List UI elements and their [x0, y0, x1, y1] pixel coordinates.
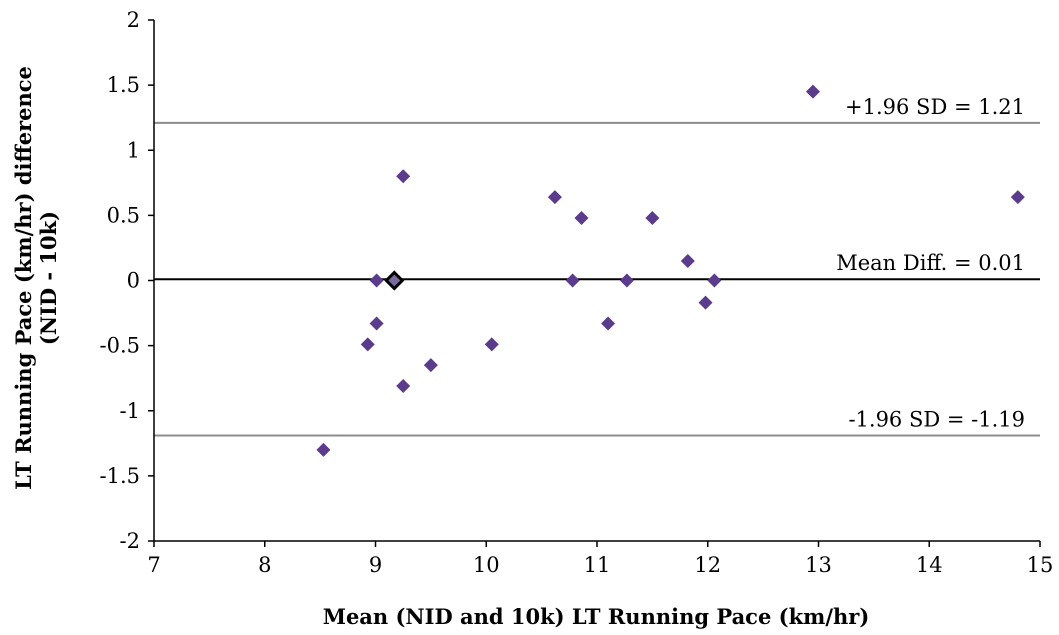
data-point-5: [396, 379, 411, 394]
data-point-16: [707, 273, 722, 288]
data-point-1: [360, 337, 375, 352]
data-point-4: [396, 169, 411, 184]
x-tick-label: 8: [258, 553, 271, 577]
y-tick-label: 1: [127, 138, 140, 162]
y-axis-title-line1: LT Running Pace (km/hr) difference: [11, 66, 36, 490]
y-tick-label: -0.5: [100, 334, 141, 358]
data-point-18: [1010, 190, 1025, 205]
data-point-10: [574, 210, 589, 225]
data-point-14: [680, 253, 695, 268]
y-tick-label: -1.5: [100, 464, 141, 488]
x-tick-label: 15: [1027, 553, 1054, 577]
x-tick-label: 12: [694, 553, 721, 577]
y-tick-label: -1: [120, 399, 140, 423]
data-point-12: [619, 273, 634, 288]
reference-line-label-2: -1.96 SD = -1.19: [848, 407, 1025, 431]
reference-line-label-1: Mean Diff. = 0.01: [836, 251, 1025, 275]
data-point-6: [423, 358, 438, 373]
x-tick-label: 7: [147, 553, 160, 577]
data-point-9: [565, 273, 580, 288]
reference-line-label-0: +1.96 SD = 1.21: [845, 95, 1025, 119]
y-tick-label: 2: [127, 8, 140, 32]
data-point-2: [369, 273, 384, 288]
y-tick-label: 0.5: [107, 203, 140, 227]
data-point-8: [547, 190, 562, 205]
y-tick-label: -2: [120, 529, 140, 553]
data-point-7: [484, 337, 499, 352]
y-axis-title: LT Running Pace (km/hr) difference (NID …: [11, 66, 61, 490]
x-tick-label: 10: [473, 553, 500, 577]
data-point-3: [369, 316, 384, 331]
data-point-17: [805, 84, 820, 99]
x-axis-title: Mean (NID and 10k) LT Running Pace (km/h…: [323, 604, 870, 629]
data-point-13: [645, 210, 660, 225]
x-tick-label: 14: [916, 553, 943, 577]
highlight-point-0: [384, 270, 405, 291]
y-tick-label: 0: [127, 269, 140, 293]
y-axis-title-line2: (NID - 10k): [36, 211, 61, 345]
x-tick-label: 9: [369, 553, 382, 577]
data-point-11: [601, 316, 616, 331]
y-tick-label: 1.5: [107, 73, 140, 97]
x-tick-label: 11: [584, 553, 611, 577]
data-point-0: [316, 442, 331, 457]
data-point-15: [698, 295, 713, 310]
x-tick-label: 13: [805, 553, 832, 577]
